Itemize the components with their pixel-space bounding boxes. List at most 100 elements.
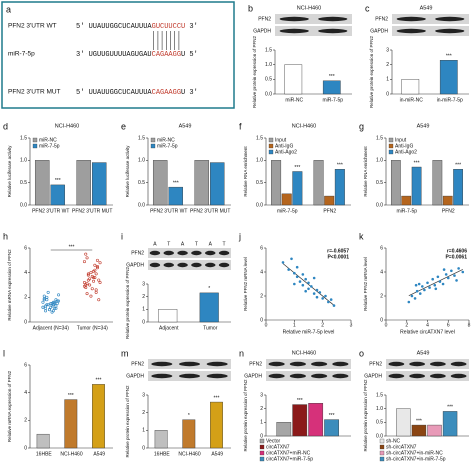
bar (271, 160, 282, 206)
y-tick-label: 1.0 (138, 158, 145, 164)
band (429, 373, 446, 379)
bar (210, 401, 223, 449)
panel-letter: d (3, 121, 8, 131)
band (163, 250, 175, 256)
significance: *** (337, 163, 343, 169)
bar (322, 80, 341, 95)
legend-swatch (268, 137, 274, 143)
x-tick-label: 16HBE (154, 451, 171, 457)
dot (54, 304, 58, 308)
bar (324, 195, 335, 206)
bar (396, 408, 411, 437)
band (435, 28, 465, 34)
x-tick-label: miR-7-5p (322, 97, 343, 103)
bar (427, 424, 442, 437)
y-tick-label: 0.0 (20, 202, 27, 208)
significance: *** (55, 178, 61, 184)
bar (64, 399, 78, 449)
blot-label: GAPDH (126, 373, 144, 379)
x-tick-label: 2 (321, 322, 324, 328)
sequence-part: GUCUUCCU (152, 23, 186, 31)
y-tick-label: 2 (260, 406, 263, 412)
x-tick-label: A549 (93, 451, 105, 457)
point (414, 283, 418, 287)
point (441, 282, 445, 286)
legend-label: circATXN7+miR-NC (266, 450, 311, 456)
significance: *** (294, 165, 300, 171)
bar (453, 169, 463, 206)
y-tick-label: 2 (386, 62, 389, 68)
blot (392, 26, 469, 36)
blot (148, 260, 231, 270)
point (426, 281, 429, 285)
point (418, 292, 422, 295)
y-tick-label: 2 (24, 295, 27, 301)
band (279, 28, 309, 34)
bar (401, 79, 420, 95)
bar (281, 193, 292, 206)
annotation: P=0.0061 (445, 254, 467, 260)
panel-letter: e (121, 121, 126, 131)
y-tick-label: 2 (142, 294, 145, 300)
point (436, 275, 440, 279)
band (409, 361, 426, 367)
bar (432, 160, 443, 206)
dot (84, 283, 88, 287)
dot (98, 281, 102, 285)
point (312, 292, 316, 295)
bar (308, 403, 324, 437)
y-tick-label: 1 (142, 428, 145, 434)
y-tick-label: 0.5 (265, 77, 272, 83)
x-tick-label: miR-7-5p (277, 208, 298, 214)
x-tick-label: Tumor (203, 325, 218, 331)
legend-swatch (379, 438, 385, 444)
significance: *** (329, 74, 335, 80)
lane-label: T (223, 241, 226, 247)
band (204, 262, 216, 268)
dot (95, 264, 99, 268)
dot (86, 278, 90, 282)
panel-letter: n (239, 348, 244, 358)
point (293, 271, 296, 275)
bar (210, 162, 225, 206)
legend-swatch (268, 143, 274, 149)
band (178, 361, 201, 367)
band (396, 16, 426, 22)
band (218, 262, 230, 268)
point (304, 289, 307, 293)
y-tick-label: 2 (142, 410, 145, 416)
y-tick-label: 0 (260, 433, 263, 439)
bar (334, 169, 345, 206)
blot (386, 359, 469, 369)
y-axis-label: Relative luciferase activity (7, 145, 12, 198)
chart-title: NCI-H460 (292, 350, 316, 356)
dot (50, 310, 54, 314)
blot-label: PFN2 (375, 16, 388, 22)
significance: *** (68, 393, 74, 399)
bar (199, 292, 219, 323)
dot (97, 278, 101, 282)
y-axis-label: Relative RNA enrichment (243, 146, 248, 197)
point (290, 257, 293, 261)
y-tick-label: 1 (260, 420, 263, 426)
bar (313, 160, 324, 206)
y-tick-label: 0 (142, 319, 145, 325)
bar (411, 166, 422, 206)
x-axis-label: Relative circATXN7 level (400, 329, 455, 335)
band (409, 373, 426, 379)
y-tick-label: 4 (24, 390, 27, 396)
band (177, 262, 188, 268)
bar (92, 384, 105, 449)
y-tick-label: 2 (380, 293, 383, 299)
dot (46, 290, 50, 294)
dot (90, 287, 94, 291)
significance: *** (447, 405, 453, 411)
dot (41, 305, 45, 309)
dot (54, 306, 58, 310)
y-tick-label: 0.5 (256, 180, 263, 186)
legend-swatch (150, 143, 156, 149)
panel-letter: h (3, 231, 8, 241)
y-tick-label: 4 (260, 269, 263, 275)
point (301, 283, 305, 287)
point (295, 275, 299, 279)
